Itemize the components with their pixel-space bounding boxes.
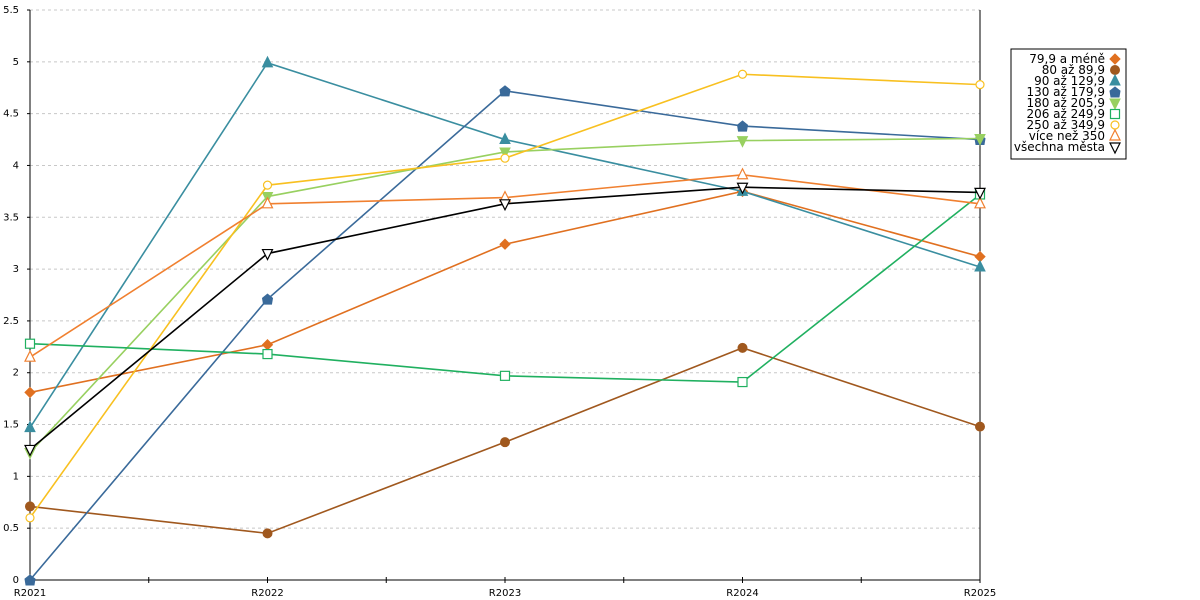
- data-point: [24, 420, 36, 433]
- y-tick-label: 1: [13, 471, 19, 482]
- data-point: [975, 421, 985, 432]
- data-point: [262, 528, 273, 539]
- data-point: [736, 167, 749, 180]
- legend-label: 90 až 129,9: [1034, 74, 1105, 88]
- data-point: [1109, 128, 1121, 141]
- data-point: [736, 120, 749, 132]
- data-point: [736, 182, 749, 195]
- legend-label: 250 až 349,9: [1026, 118, 1105, 132]
- data-point: [1109, 86, 1121, 98]
- legend-label: 180 až 205,9: [1026, 96, 1105, 110]
- data-point: [25, 501, 35, 512]
- legend-label: 79,9 a méně: [1029, 52, 1105, 66]
- legend-box: [1010, 48, 1127, 160]
- y-tick-label: 0: [13, 575, 19, 586]
- data-point: [737, 376, 748, 388]
- data-point: [1109, 53, 1121, 65]
- data-point: [974, 259, 986, 272]
- y-tick-label: 2.5: [3, 316, 19, 327]
- data-point: [262, 348, 273, 360]
- data-point: [24, 444, 36, 457]
- series-1: [25, 342, 985, 539]
- data-point: [1109, 73, 1121, 86]
- data-point: [1110, 65, 1120, 75]
- series-0: [24, 185, 986, 399]
- series-8: [24, 182, 986, 457]
- y-tick-label: 0.5: [3, 523, 19, 534]
- data-point: [499, 199, 511, 212]
- axes: 0 0.5 1 1.5 2 2.5 3 3.5 4 4.5 5 5.5 R2021 R2022 R2023 R…: [3, 5, 996, 599]
- data-point: [1110, 120, 1120, 130]
- data-point: [1109, 108, 1121, 120]
- data-point: [499, 147, 511, 160]
- data-point: [261, 339, 274, 351]
- data-point: [24, 349, 36, 362]
- y-tick-label: 4: [13, 160, 19, 171]
- data-point: [25, 513, 35, 523]
- data-point: [261, 248, 274, 261]
- data-point: [737, 342, 748, 353]
- x-tick-label: R2023: [489, 588, 521, 599]
- data-point: [499, 132, 511, 145]
- legend-label: 130 až 179,9: [1026, 85, 1105, 99]
- legend-label: 80 až 89,9: [1042, 63, 1105, 77]
- series-3: [24, 85, 986, 586]
- x-tick-label: R2024: [726, 588, 758, 599]
- data-point: [499, 85, 511, 97]
- data-point: [975, 80, 985, 90]
- x-tick-label: R2022: [251, 588, 283, 599]
- data-point: [261, 196, 274, 209]
- data-point: [499, 238, 511, 250]
- data-point: [500, 437, 510, 448]
- data-point: [974, 134, 986, 146]
- x-tick-label: R2021: [14, 588, 46, 599]
- y-tick-label: 4.5: [3, 109, 19, 120]
- data-point: [736, 136, 749, 148]
- data-point: [262, 180, 273, 190]
- data-point: [24, 574, 36, 586]
- data-point: [974, 196, 986, 209]
- data-point: [500, 153, 510, 163]
- series-4: [24, 134, 986, 460]
- data-point: [499, 370, 511, 381]
- data-point: [24, 338, 36, 349]
- data-point: [1109, 98, 1121, 111]
- series-line: [29, 89, 981, 581]
- y-tick-label: 5: [13, 57, 19, 68]
- series-line: [29, 193, 981, 383]
- legend-label: více než 350: [1029, 129, 1105, 143]
- y-tick-label: 3.5: [3, 212, 19, 223]
- data-point: [737, 69, 748, 79]
- y-tick-label: 2: [13, 368, 19, 379]
- series-5: [24, 189, 986, 388]
- y-tick-label: 3: [13, 264, 19, 275]
- legend-label: 206 až 249,9: [1026, 107, 1105, 121]
- data-point: [1109, 142, 1121, 155]
- legend-label: všechna města: [1014, 140, 1105, 154]
- data-point: [24, 386, 36, 399]
- data-point: [974, 187, 986, 200]
- data-point: [261, 55, 274, 68]
- series-7: [24, 167, 986, 362]
- y-tick-label: 5.5: [3, 5, 19, 16]
- series-6: [25, 69, 985, 523]
- y-tick-label: 1.5: [3, 420, 19, 431]
- series-group: [24, 55, 986, 586]
- series-2: [24, 55, 986, 433]
- data-point: [261, 293, 274, 305]
- x-tick-label: R2025: [964, 588, 996, 599]
